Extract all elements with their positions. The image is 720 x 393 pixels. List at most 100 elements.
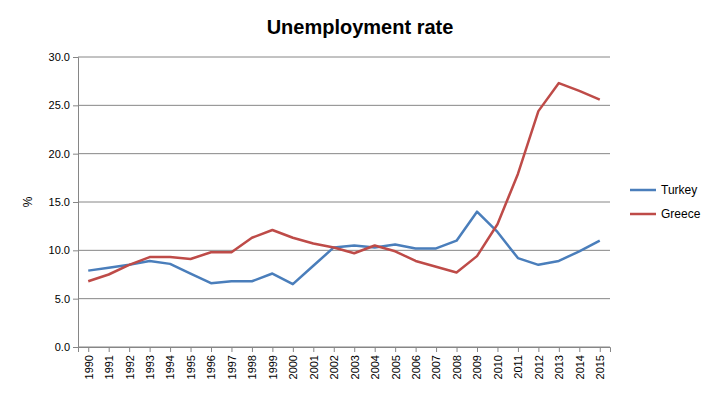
x-tick-label: 2012: [533, 355, 545, 379]
x-tick-label: 1990: [83, 355, 95, 379]
y-tick-mark: [73, 250, 78, 251]
x-tick: 1992: [124, 347, 136, 379]
chart-title: Unemployment rate: [267, 16, 454, 38]
legend-swatch: [630, 213, 656, 216]
x-tick-mark: [559, 347, 560, 352]
x-tick-mark: [477, 347, 478, 352]
grid-line: [78, 298, 610, 299]
series-group: [88, 83, 600, 284]
x-tick-mark: [170, 347, 171, 352]
x-tick-label: 1992: [124, 355, 136, 379]
x-tick-mark: [109, 347, 110, 352]
x-axis: 1990 1991 1992 1993 1994 1995 1996 1997 1998 1999…: [79, 347, 611, 379]
x-tick: 2006: [410, 347, 422, 379]
x-tick-mark: [334, 347, 335, 352]
y-tick-label: 30.0: [49, 51, 70, 63]
x-tick-mark: [231, 347, 232, 352]
grid: [78, 57, 610, 347]
y-tick: 25.0: [49, 99, 78, 111]
x-tick-label: 2009: [471, 355, 483, 379]
legend: Turkey Greece: [630, 183, 701, 221]
x-tick-label: 2013: [553, 355, 565, 379]
x-tick-label: 1998: [246, 355, 258, 379]
y-tick-mark: [73, 154, 78, 155]
x-tick: 1998: [246, 347, 258, 379]
x-tick-mark: [497, 347, 498, 352]
x-tick-label: 2006: [410, 355, 422, 379]
x-tick-mark: [436, 347, 437, 352]
series-line: [88, 212, 600, 284]
y-tick-label: 20.0: [49, 148, 70, 160]
y-axis: 0.0 5.0 10.0 15.0 20.0 25.0 30.0: [49, 51, 79, 353]
legend-swatch: [630, 189, 656, 192]
grid-line: [78, 202, 610, 203]
x-tick-mark: [211, 347, 212, 352]
y-tick: 0.0: [55, 341, 78, 353]
x-tick-mark: [191, 347, 192, 352]
x-tick-label: 1997: [226, 355, 238, 379]
x-tick-mark: [600, 347, 601, 352]
y-tick: 5.0: [55, 293, 78, 305]
y-tick-label: 25.0: [49, 99, 70, 111]
x-tick: 2002: [328, 347, 340, 379]
x-tick: 1990: [83, 347, 95, 379]
plot-area: 0.05.010.015.020.025.030.019901991199219…: [49, 51, 611, 379]
x-tick-label: 2011: [512, 355, 524, 379]
x-tick-mark: [538, 347, 539, 352]
x-tick-label: 1995: [185, 355, 197, 379]
x-tick-label: 2002: [328, 355, 340, 379]
y-tick-mark: [73, 299, 78, 300]
x-tick-mark: [252, 347, 253, 352]
x-tick-label: 2007: [430, 355, 442, 379]
y-tick-mark: [73, 202, 78, 203]
x-tick-mark: [354, 347, 355, 352]
x-tick-label: 2010: [492, 355, 504, 379]
x-tick: 1994: [164, 347, 176, 379]
y-tick-label: 5.0: [55, 293, 70, 305]
x-tick: 2001: [308, 347, 320, 379]
legend-label: Greece: [661, 207, 701, 221]
y-tick: 10.0: [49, 244, 78, 256]
x-tick: 2005: [390, 347, 402, 379]
x-tick-label: 1996: [205, 355, 217, 379]
legend-label: Turkey: [661, 183, 697, 197]
x-tick-mark: [88, 347, 89, 352]
x-tick: 2008: [451, 347, 463, 379]
y-tick-mark: [73, 105, 78, 106]
y-tick-label: 15.0: [49, 196, 70, 208]
grid-line: [78, 57, 610, 58]
chart: Unemployment rate 0.0 5.0 10.0 15.0 20.0 25.0 3…: [0, 0, 720, 393]
x-tick-label: 1994: [164, 355, 176, 379]
x-tick: 2009: [471, 347, 483, 379]
x-tick: 2003: [349, 347, 361, 379]
y-tick-mark: [73, 347, 78, 348]
x-tick: 2014: [574, 347, 586, 379]
x-tick-mark: [129, 347, 130, 352]
y-axis-title: %: [21, 196, 35, 207]
x-tick-mark: [375, 347, 376, 352]
x-tick-mark: [416, 347, 417, 352]
y-tick: 20.0: [49, 148, 78, 160]
x-tick: 2010: [492, 347, 504, 379]
x-tick: 2000: [287, 347, 299, 379]
x-tick-mark: [313, 347, 314, 352]
x-tick-label: 2008: [451, 355, 463, 379]
x-tick-mark: [150, 347, 151, 352]
y-axis-line: [73, 58, 79, 348]
x-tick: 2011: [512, 347, 524, 379]
x-tick: 2012: [533, 347, 545, 379]
y-tick-label: 0.0: [55, 341, 70, 353]
x-tick: 1999: [267, 347, 279, 379]
x-tick: 1993: [144, 347, 156, 379]
x-tick: 1991: [103, 347, 115, 379]
x-tick-mark: [293, 347, 294, 352]
x-tick-label: 2015: [594, 355, 606, 379]
x-tick-mark: [518, 347, 519, 352]
x-tick-label: 2014: [574, 355, 586, 379]
x-tick-label: 2004: [369, 355, 381, 379]
grid-line: [78, 105, 610, 106]
x-tick: 2015: [594, 347, 606, 379]
x-tick-mark: [272, 347, 273, 352]
y-tick: 15.0: [49, 196, 78, 208]
x-tick-label: 1999: [267, 355, 279, 379]
